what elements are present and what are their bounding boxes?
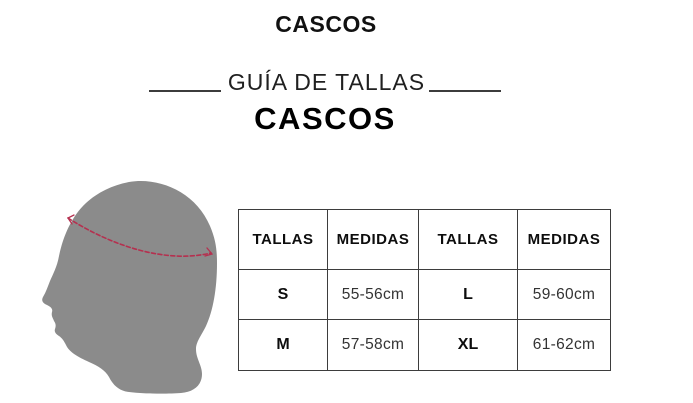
measure-cell-s: 55-56cm <box>327 269 419 320</box>
size-guide-heading-label: GUÍA DE TALLAS <box>227 69 426 95</box>
table-header-medidas-1: MEDIDAS <box>327 209 419 270</box>
head-silhouette-illustration <box>42 180 217 394</box>
page-title: CASCOS <box>275 11 377 37</box>
table-header-row: TALLAS MEDIDAS TALLAS MEDIDAS <box>238 209 611 270</box>
size-cell-s: S <box>238 269 328 320</box>
measure-cell-l: 59-60cm <box>517 269 611 320</box>
table-row: M 57-58cm XL 61-62cm <box>238 319 611 371</box>
measure-cell-xl: 61-62cm <box>517 319 611 371</box>
size-cell-l: L <box>418 269 518 320</box>
heading-rule-right <box>429 90 502 93</box>
measure-arrowhead-right <box>204 247 214 257</box>
table-header-medidas-2: MEDIDAS <box>517 209 611 270</box>
size-guide-category-title: CASCOS <box>254 101 396 136</box>
table-header-tallas-2: TALLAS <box>418 209 518 270</box>
size-cell-m: M <box>238 319 328 371</box>
circumference-measure-line <box>67 217 212 257</box>
head-silhouette <box>42 180 217 394</box>
size-table: TALLAS MEDIDAS TALLAS MEDIDAS S 55-56cm … <box>238 209 611 371</box>
table-header-tallas-1: TALLAS <box>238 209 328 270</box>
measure-arrowhead-left <box>67 214 75 225</box>
heading-rule-left <box>148 90 221 93</box>
size-cell-xl: XL <box>418 319 518 371</box>
size-guide-heading: GUÍA DE TALLAS <box>0 69 650 95</box>
table-row: S 55-56cm L 59-60cm <box>238 269 611 320</box>
measure-cell-m: 57-58cm <box>327 319 419 371</box>
